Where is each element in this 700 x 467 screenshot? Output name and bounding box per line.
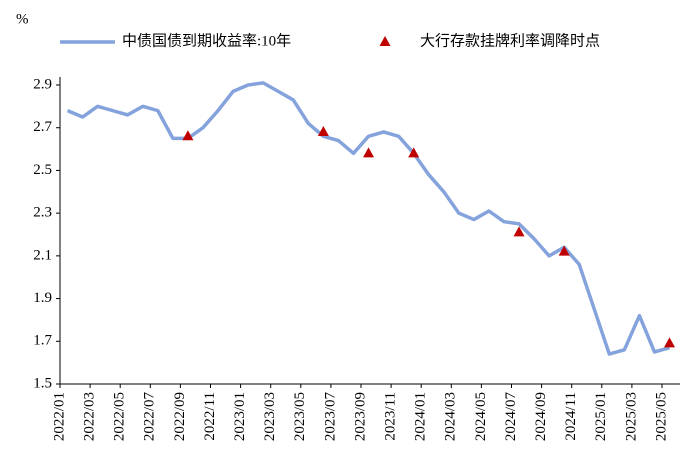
marker [513, 226, 525, 237]
x-tick-label: 2022/01 [51, 392, 67, 441]
marker [363, 147, 375, 158]
x-tick-label: 2023/05 [292, 392, 308, 441]
x-tick-label: 2024/07 [503, 392, 519, 442]
x-tick-label: 2023/11 [383, 392, 399, 441]
y-tick-label: 2.3 [33, 205, 52, 221]
y-tick-label: 2.7 [33, 119, 52, 135]
marker [317, 125, 329, 136]
y-axis-label: % [16, 11, 29, 27]
y-tick-label: 2.1 [33, 247, 52, 263]
x-tick-label: 2025/05 [653, 392, 669, 441]
x-tick-label: 2024/01 [413, 392, 429, 441]
marker [558, 245, 570, 256]
y-tick-label: 1.7 [33, 333, 52, 349]
x-tick-label: 2022/11 [202, 392, 218, 441]
y-tick-label: 1.9 [33, 290, 52, 306]
legend-label: 大行存款挂牌利率调降时点 [420, 32, 600, 49]
x-tick-label: 2023/03 [262, 392, 278, 441]
x-tick-label: 2022/09 [172, 392, 188, 441]
y-tick-label: 2.5 [33, 162, 52, 178]
legend-swatch [379, 36, 391, 46]
x-tick-label: 2024/05 [473, 392, 489, 441]
x-tick-label: 2023/01 [232, 392, 248, 441]
x-tick-label: 2023/09 [352, 392, 368, 441]
y-tick-label: 2.9 [33, 76, 52, 92]
x-tick-label: 2025/01 [593, 392, 609, 441]
x-tick-label: 2024/09 [533, 392, 549, 441]
x-tick-label: 2022/05 [112, 392, 128, 441]
legend-label: 中债国债到期收益率:10年 [122, 32, 291, 49]
x-tick-label: 2022/07 [142, 392, 158, 442]
line [66, 81, 671, 356]
marker [182, 130, 194, 141]
marker [664, 337, 676, 348]
y-tick-label: 1.5 [33, 375, 52, 391]
x-tick-label: 2024/03 [443, 392, 459, 441]
x-tick-label: 2025/03 [623, 392, 639, 441]
x-tick-label: 2024/11 [563, 392, 579, 441]
x-tick-label: 2022/03 [82, 392, 98, 441]
marker [408, 147, 420, 158]
x-tick-label: 2023/07 [322, 392, 338, 442]
